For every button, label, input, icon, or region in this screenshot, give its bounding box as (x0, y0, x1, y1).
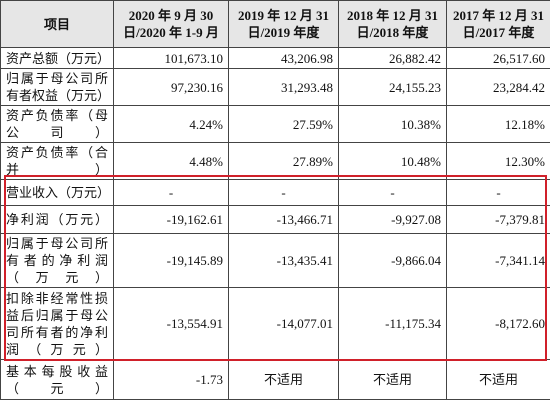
cell: 23,284.42 (446, 68, 550, 106)
row-label: 归属于母公司所有者的净利润（万元） (0, 233, 114, 288)
cell: 27.89% (228, 142, 339, 180)
row-label: 资产负债率（母公司） (0, 105, 114, 143)
cell: - (446, 179, 550, 206)
cell: 12.30% (446, 142, 550, 180)
row-label: 资产总额（万元） (0, 47, 114, 69)
cell: -13,466.71 (228, 205, 339, 234)
table-row: 营业收入（万元） - - - - (0, 179, 550, 206)
row-label: 资产负债率（合并） (0, 142, 114, 180)
cell: -11,175.34 (338, 287, 447, 360)
header-cell: 2019 年 12 月 31 日/2019 年度 (228, 0, 339, 48)
cell: -14,077.01 (228, 287, 339, 360)
cell: - (113, 179, 229, 206)
header-line: 日/2017 年度 (462, 25, 535, 40)
cell: 12.18% (446, 105, 550, 143)
header-cell: 2020 年 9 月 30 日/2020 年 1-9 月 (113, 0, 229, 48)
table-row: 归属于母公司所有者的净利润（万元） -19,145.89 -13,435.41 -9,… (0, 233, 550, 288)
header-line: 2020 年 9 月 30 (128, 8, 214, 23)
cell: 24,155.23 (338, 68, 447, 106)
cell: 97,230.16 (113, 68, 229, 106)
row-label: 基本每股收益（元） (0, 359, 114, 400)
row-label: 净利润（万元） (0, 205, 114, 234)
cell: 不适用 (446, 359, 550, 400)
cell: 10.48% (338, 142, 447, 180)
cell: - (338, 179, 447, 206)
table-row: 资产总额（万元） 101,673.10 43,206.98 26,882.42 26,5… (0, 47, 550, 69)
cell: 4.24% (113, 105, 229, 143)
table-row: 资产负债率（母公司） 4.24% 27.59% 10.38% 12.18% (0, 105, 550, 143)
table-row: 净利润（万元） -19,162.61 -13,466.71 -9,927.08 -7,3… (0, 205, 550, 234)
cell: -7,379.81 (446, 205, 550, 234)
cell: 26,517.60 (446, 47, 550, 69)
cell: - (228, 179, 339, 206)
header-line: 2017 年 12 月 31 (452, 8, 544, 23)
header-cell: 项目 (0, 0, 114, 48)
cell: -7,341.14 (446, 233, 550, 288)
cell: 101,673.10 (113, 47, 229, 69)
cell: -9,866.04 (338, 233, 447, 288)
header-line: 2019 年 12 月 31 (237, 8, 329, 23)
cell: 4.48% (113, 142, 229, 180)
cell: -8,172.60 (446, 287, 550, 360)
cell: 不适用 (338, 359, 447, 400)
table-row: 基本每股收益（元） -1.73 不适用 不适用 不适用 (0, 359, 550, 400)
cell: 10.38% (338, 105, 447, 143)
row-label: 营业收入（万元） (0, 179, 114, 206)
cell: -13,435.41 (228, 233, 339, 288)
cell: 不适用 (228, 359, 339, 400)
table-row: 资产负债率（合并） 4.48% 27.89% 10.48% 12.30% (0, 142, 550, 180)
cell: 43,206.98 (228, 47, 339, 69)
cell: -9,927.08 (338, 205, 447, 234)
row-label: 归属于母公司所有者权益（万元） (0, 68, 114, 106)
header-cell: 2017 年 12 月 31 日/2017 年度 (446, 0, 550, 48)
header-line: 项目 (43, 16, 70, 32)
header-line: 日/2019 年度 (247, 25, 320, 40)
table-row: 归属于母公司所有者权益（万元） 97,230.16 31,293.48 24,155.… (0, 68, 550, 106)
header-line: 2018 年 12 月 31 (346, 8, 438, 23)
cell: 26,882.42 (338, 47, 447, 69)
cell: 27.59% (228, 105, 339, 143)
header-line: 日/2018 年度 (356, 25, 429, 40)
data-table: 项目 2020 年 9 月 30 日/2020 年 1-9 月 2019 年 12 月… (0, 0, 550, 400)
cell: 31,293.48 (228, 68, 339, 106)
row-label: 扣除非经常性损益后归属于母公司所有者的净利润（万元） (0, 287, 114, 360)
header-cell: 2018 年 12 月 31 日/2018 年度 (338, 0, 447, 48)
cell: -19,145.89 (113, 233, 229, 288)
cell: -13,554.91 (113, 287, 229, 360)
cell: -1.73 (113, 359, 229, 400)
header-line: 日/2020 年 1-9 月 (123, 25, 219, 40)
header-row: 项目 2020 年 9 月 30 日/2020 年 1-9 月 2019 年 12 月… (0, 0, 550, 48)
table-row: 扣除非经常性损益后归属于母公司所有者的净利润（万元） -13,554.91 -14,… (0, 287, 550, 360)
cell: -19,162.61 (113, 205, 229, 234)
